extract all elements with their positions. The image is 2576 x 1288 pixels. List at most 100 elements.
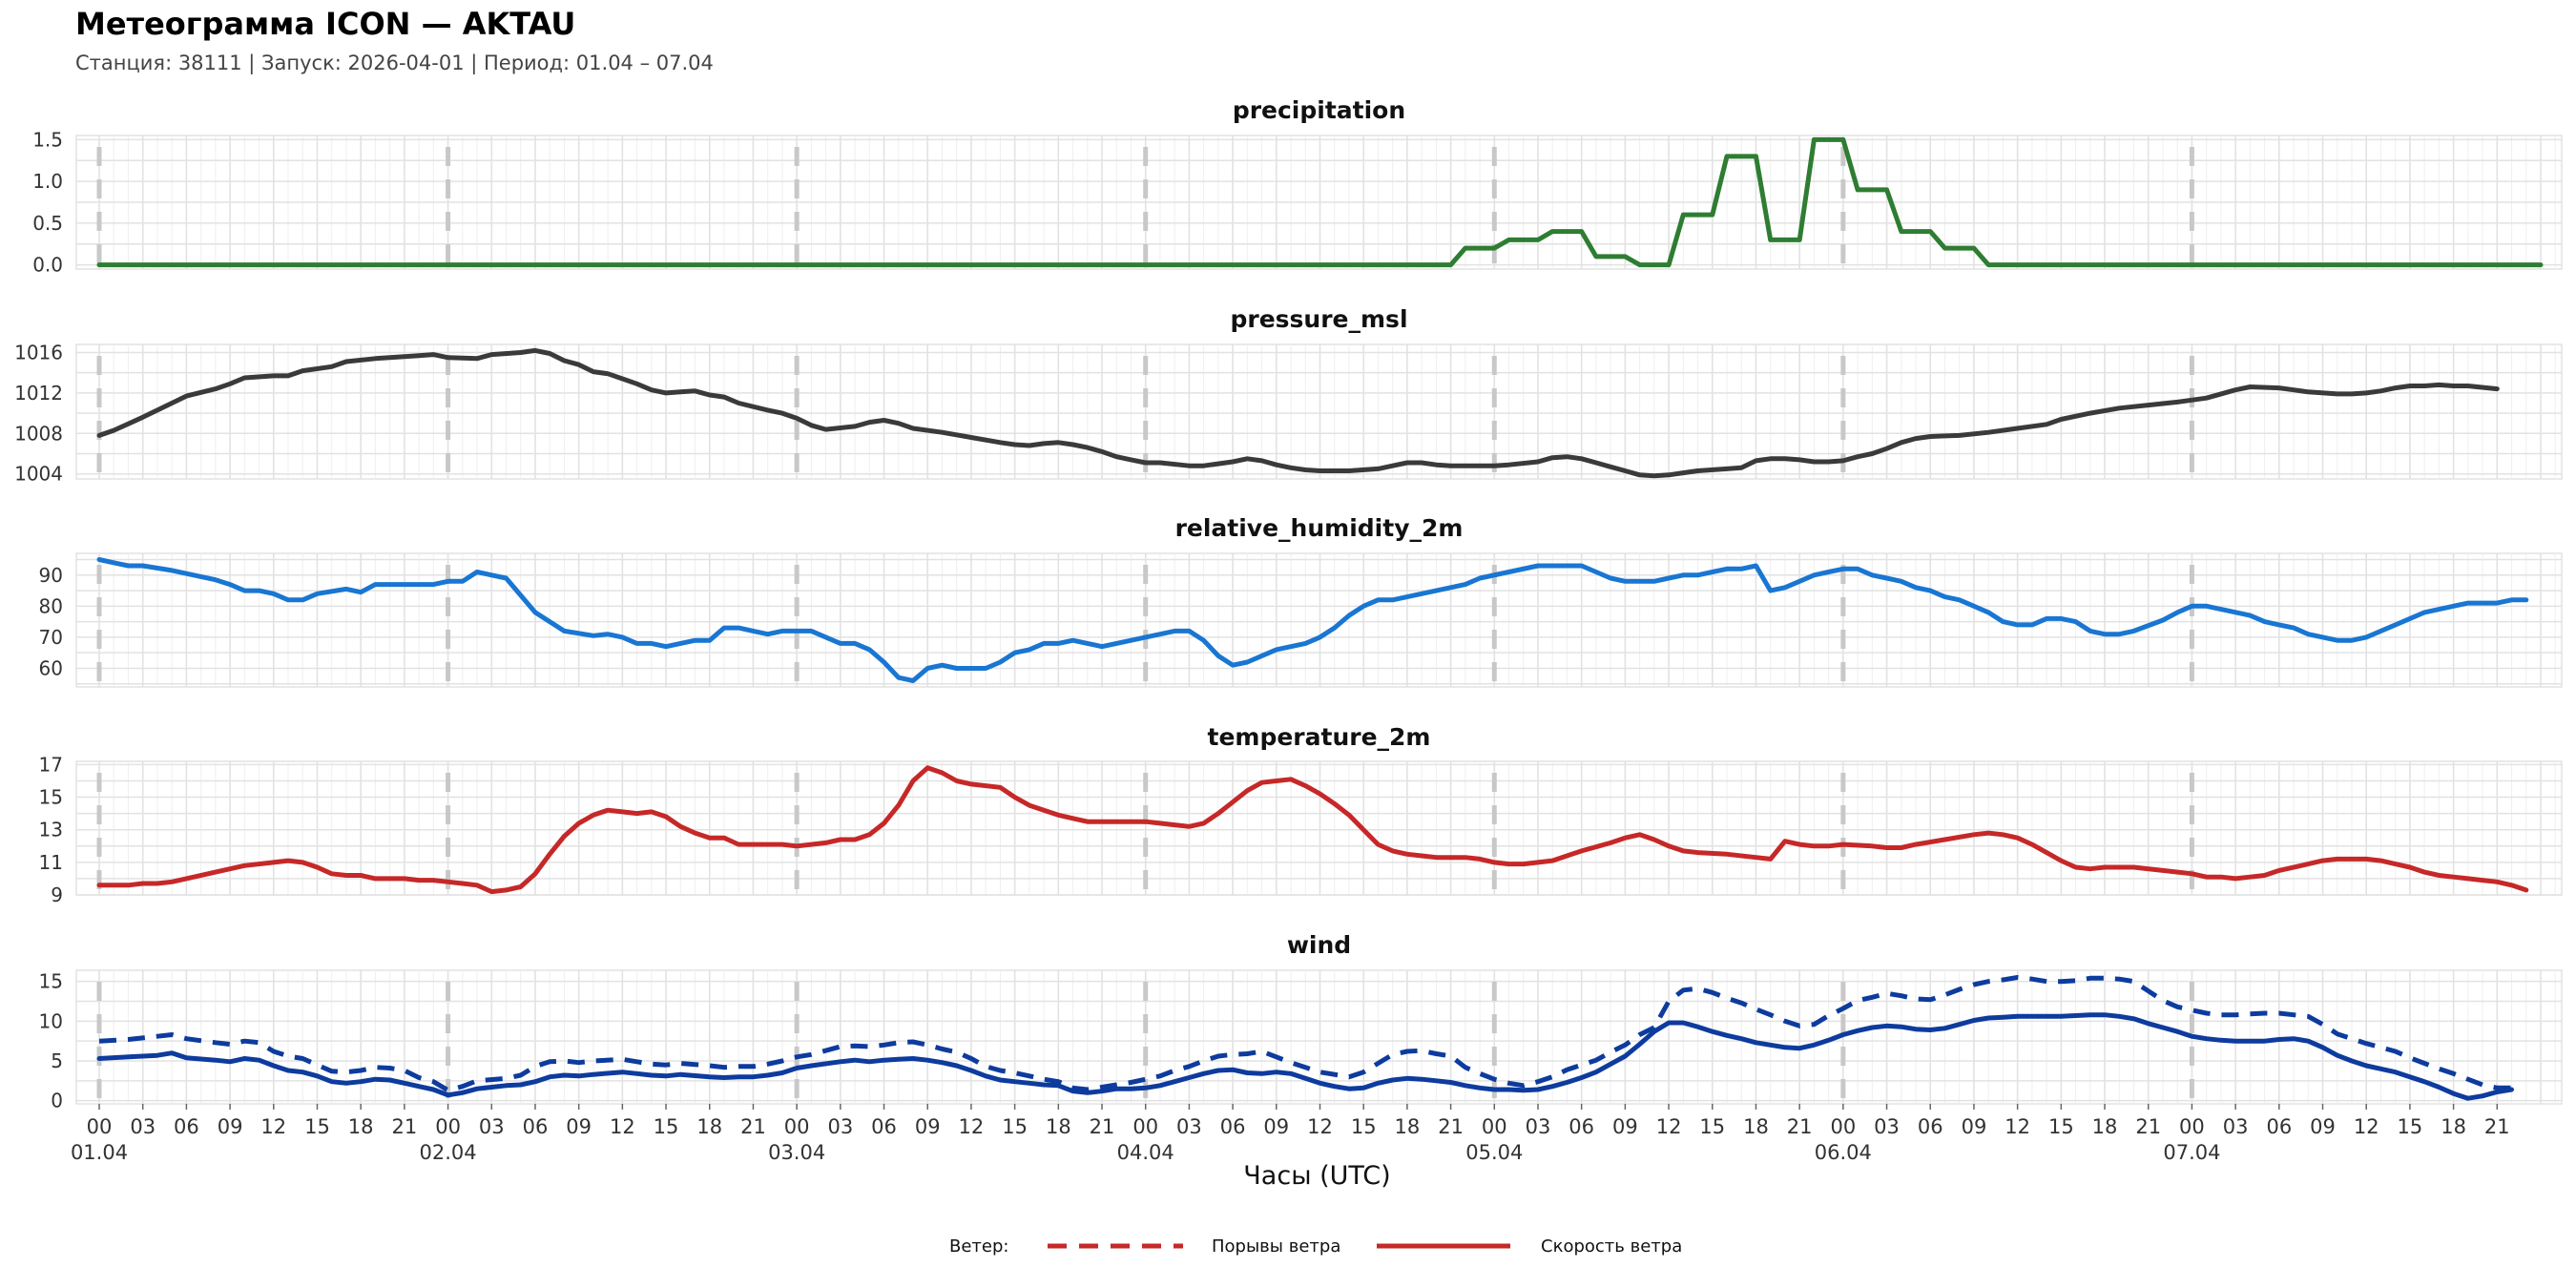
x-tick-label: 21 <box>1438 1115 1464 1138</box>
x-tick-label: 12 <box>959 1115 985 1138</box>
x-tick-label: 15 <box>2398 1115 2423 1138</box>
x-tick-label: 18 <box>696 1115 722 1138</box>
x-tick-label: 06 <box>523 1115 549 1138</box>
x-day-label: 04.04 <box>1117 1141 1174 1164</box>
page-title: Метеограмма ICON — AKTAU <box>75 6 576 42</box>
x-tick-label: 18 <box>348 1115 374 1138</box>
x-tick-label: 12 <box>610 1115 635 1138</box>
panel-title: temperature_2m <box>1208 723 1431 751</box>
y-tick-label: 90 <box>39 564 63 587</box>
x-tick-label: 21 <box>2135 1115 2161 1138</box>
x-day-label: 05.04 <box>1465 1141 1523 1164</box>
y-tick-label: 10 <box>39 1009 63 1032</box>
x-tick-label: 06 <box>871 1115 897 1138</box>
x-tick-label: 03 <box>479 1115 505 1138</box>
panel-title: precipitation <box>1233 96 1405 124</box>
x-tick-label: 21 <box>392 1115 418 1138</box>
x-tick-label: 15 <box>2048 1115 2074 1138</box>
series-line-pressure_msl <box>96 347 2500 479</box>
x-tick-label: 15 <box>1699 1115 1725 1138</box>
x-tick-label: 06 <box>174 1115 199 1138</box>
x-tick-label: 09 <box>218 1115 243 1138</box>
x-tick-label: 12 <box>260 1115 286 1138</box>
y-tick-label: 13 <box>39 819 63 841</box>
x-tick-label: 21 <box>1090 1115 1115 1138</box>
x-day-label: 06.04 <box>1815 1141 1872 1164</box>
x-tick-label: 12 <box>1656 1115 1682 1138</box>
panel-frame <box>75 343 2563 480</box>
x-tick-label: 15 <box>1351 1115 1377 1138</box>
legend-title: Ветер: <box>949 1236 1008 1257</box>
legend-label: Скорость ветра <box>1541 1236 1682 1257</box>
x-tick-label: 06 <box>1568 1115 1594 1138</box>
x-day-label: 01.04 <box>71 1141 128 1164</box>
x-tick-label: 15 <box>304 1115 330 1138</box>
x-tick-label: 06 <box>1918 1115 1943 1138</box>
x-tick-label: 03 <box>1526 1115 1551 1138</box>
panel-pressure: pressure_msl 1004 1008 1012 1016 <box>14 305 2563 486</box>
y-tick-label: 5 <box>51 1049 63 1072</box>
x-tick-label: 18 <box>2092 1115 2118 1138</box>
x-tick-label: 09 <box>1263 1115 1289 1138</box>
x-tick-label: 03 <box>1176 1115 1202 1138</box>
x-tick-label: 18 <box>1743 1115 1769 1138</box>
y-tick-label: 1.5 <box>32 128 63 151</box>
panel-title: wind <box>1287 931 1351 959</box>
x-tick-label: 03 <box>130 1115 156 1138</box>
x-axis-label: Часы (UTC) <box>1243 1161 1390 1191</box>
y-tick-label: 15 <box>39 786 63 809</box>
x-tick-label: 09 <box>1962 1115 1987 1138</box>
x-tick-label: 21 <box>1787 1115 1813 1138</box>
x-tick-label: 00 <box>435 1115 461 1138</box>
x-tick-label: 03 <box>1874 1115 1900 1138</box>
panel-title: relative_humidity_2m <box>1175 514 1464 542</box>
x-tick-label: 03 <box>2223 1115 2249 1138</box>
series-line-precipitation <box>96 136 2544 268</box>
panel-temperature: temperature_2m 9 11 13 15 17 <box>39 723 2563 906</box>
x-tick-label: 00 <box>1482 1115 1507 1138</box>
panel-wind: wind 0 5 10 15 <box>39 931 2563 1112</box>
y-tick-label: 15 <box>39 970 63 993</box>
x-tick-label: 18 <box>1046 1115 1071 1138</box>
panel-humidity: relative_humidity_2m 60 70 80 90 <box>39 514 2563 688</box>
x-tick-label: 00 <box>1830 1115 1856 1138</box>
x-tick-label: 15 <box>654 1115 679 1138</box>
x-tick-label: 06 <box>2266 1115 2292 1138</box>
x-tick-label: 06 <box>1220 1115 1246 1138</box>
y-tick-label: 11 <box>39 851 63 874</box>
x-tick-label: 18 <box>1395 1115 1421 1138</box>
y-tick-label: 80 <box>39 594 63 617</box>
series-line-порывы-ветра <box>98 975 2512 1093</box>
x-tick-label: 18 <box>2441 1115 2466 1138</box>
y-tick-label: 0.5 <box>32 212 63 235</box>
x-tick-label: 21 <box>740 1115 766 1138</box>
y-tick-label: 0 <box>51 1090 63 1112</box>
y-tick-label: 9 <box>51 883 63 906</box>
panel-title: pressure_msl <box>1230 305 1407 333</box>
series-line-скорость-ветра <box>96 1012 2514 1101</box>
x-day-label: 07.04 <box>2163 1141 2220 1164</box>
x-tick-label: 09 <box>915 1115 941 1138</box>
series-line-relative_humidity_2m <box>96 557 2529 683</box>
series-line-temperature_2m <box>96 765 2529 895</box>
x-tick-label: 09 <box>1612 1115 1638 1138</box>
y-tick-label: 1.0 <box>32 170 63 193</box>
x-tick-label: 00 <box>1132 1115 1158 1138</box>
page-subtitle: Станция: 38111 | Запуск: 2026-04-01 | Пе… <box>75 52 714 74</box>
panel-precipitation: precipitation 0.0 0.5 1.0 1.5 <box>32 96 2563 277</box>
x-tick-label: 12 <box>2005 1115 2030 1138</box>
x-tick-label: 21 <box>2484 1115 2510 1138</box>
legend-label: Порывы ветра <box>1212 1236 1340 1257</box>
y-tick-label: 1016 <box>14 341 63 364</box>
y-tick-label: 1012 <box>14 382 63 405</box>
y-tick-label: 17 <box>39 753 63 776</box>
x-tick-label: 00 <box>87 1115 113 1138</box>
y-tick-label: 60 <box>39 656 63 679</box>
x-day-label: 03.04 <box>768 1141 825 1164</box>
x-tick-label: 03 <box>827 1115 853 1138</box>
panel-frame <box>75 760 2563 896</box>
x-tick-label: 00 <box>784 1115 810 1138</box>
